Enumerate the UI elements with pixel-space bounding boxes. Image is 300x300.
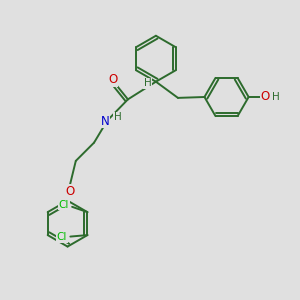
Text: Cl: Cl [59, 200, 69, 210]
Text: H: H [272, 92, 280, 102]
Text: O: O [66, 185, 75, 198]
Text: H: H [114, 112, 122, 122]
Text: H: H [144, 78, 152, 88]
Text: O: O [260, 91, 269, 103]
Text: O: O [109, 73, 118, 86]
Text: N: N [100, 115, 109, 128]
Text: Cl: Cl [57, 232, 67, 242]
